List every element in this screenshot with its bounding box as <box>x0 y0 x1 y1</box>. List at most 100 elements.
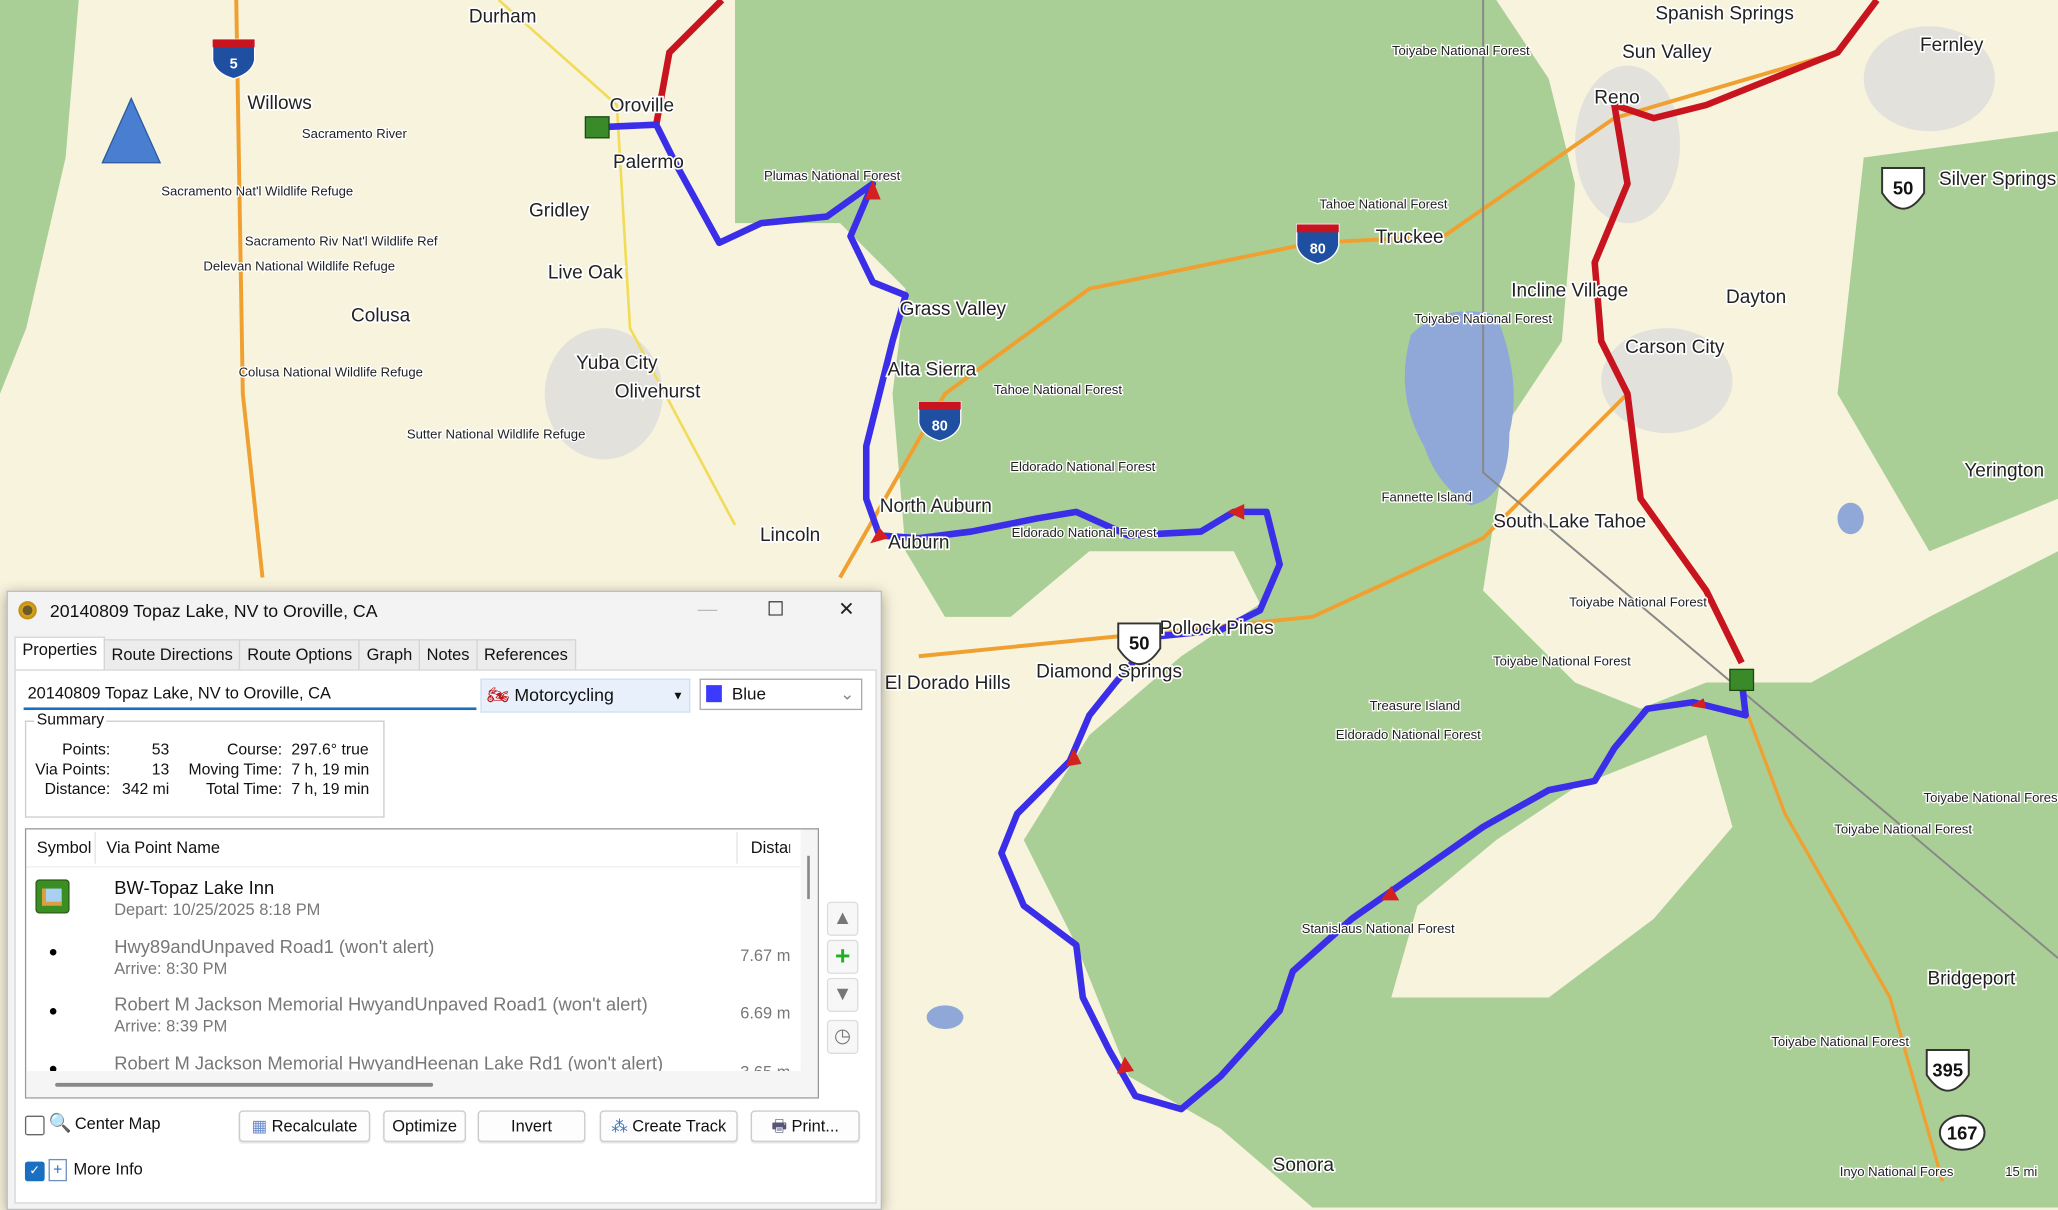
via-points-list[interactable]: Symbol Via Point Name Distar BW-Topaz La… <box>24 828 819 1099</box>
city-label: Palermo <box>613 152 684 173</box>
map-feature-label: Delevan National Wildlife Refuge <box>203 258 395 273</box>
horizontal-scrollbar[interactable] <box>26 1071 801 1098</box>
shield-number: 50 <box>1129 633 1149 654</box>
map-feature-label: Stanislaus National Forest <box>1302 921 1455 936</box>
distance-label: Distance: <box>44 779 111 798</box>
via-point-dot-icon <box>49 1008 57 1015</box>
optimize-button[interactable]: Optimize <box>383 1110 466 1142</box>
create-track-button[interactable]: ⁂ Create Track <box>599 1110 738 1142</box>
city-label: El Dorado Hills <box>885 673 1011 694</box>
total-time-label: Total Time: <box>206 779 283 798</box>
via-point-time: Depart: 10/25/2025 8:18 PM <box>114 900 321 919</box>
summary-legend: Summary <box>34 710 107 729</box>
moving-time-value: 7 h, 19 min <box>291 759 370 779</box>
dropdown-arrow-icon: ▼ <box>672 689 684 703</box>
city-label: Gridley <box>529 201 590 222</box>
tab-graph[interactable]: Graph <box>358 639 421 671</box>
points-value: 53 <box>151 740 170 759</box>
north-arrow-icon[interactable] <box>101 96 162 164</box>
via-point-distance: 7.67 m <box>740 946 791 965</box>
lakes <box>926 311 1864 1029</box>
city-label: Carson City <box>1625 337 1725 358</box>
clock-button[interactable]: ◷ <box>826 1019 859 1054</box>
move-down-button[interactable]: ▼ <box>826 977 859 1012</box>
other-route-line-north <box>653 0 725 126</box>
city-label: Sun Valley <box>1622 42 1712 63</box>
city-label: Olivehurst <box>615 382 701 403</box>
other-route-line <box>1591 0 1880 665</box>
add-via-point-button[interactable]: + <box>826 939 859 974</box>
tab-bar: Properties Route Directions Route Option… <box>14 636 576 671</box>
invert-button[interactable]: Invert <box>477 1110 586 1142</box>
end-flag-icon[interactable] <box>1729 668 1755 692</box>
chevron-down-icon: ⌄ <box>840 683 855 704</box>
total-time-value: 7 h, 19 min <box>291 779 370 798</box>
tab-properties[interactable]: Properties <box>14 636 105 671</box>
map-feature-label: Toiyabe National Forest <box>1834 821 1972 836</box>
more-info-checkbox[interactable]: ✓ <box>24 1161 45 1182</box>
more-info-label: More Info <box>73 1160 143 1179</box>
minimize-button[interactable]: — <box>697 598 718 621</box>
recalculate-button[interactable]: ▦ Recalculate <box>238 1110 371 1142</box>
map-feature-label: Inyo National Fores <box>1840 1164 1954 1179</box>
map-feature-label: Eldorado National Forest <box>1336 727 1481 742</box>
print-button[interactable]: 🖶 Print... <box>750 1110 860 1142</box>
color-swatch <box>706 685 722 703</box>
us-shield-icon: 50 <box>1117 622 1162 666</box>
color-value: Blue <box>731 683 767 704</box>
city-label: Durham <box>469 6 537 27</box>
close-button[interactable]: ✕ <box>838 598 855 621</box>
shield-number: 50 <box>1893 177 1913 198</box>
map-feature-label: Toiyabe National Forest <box>1771 1034 1909 1049</box>
tab-route-options[interactable]: Route Options <box>239 639 361 671</box>
tab-route-directions[interactable]: Route Directions <box>103 639 241 671</box>
urban-areas <box>544 26 1995 460</box>
shield-number: 80 <box>932 419 948 435</box>
calculator-icon: ▦ <box>251 1116 272 1136</box>
city-label: Sonora <box>1273 1155 1335 1176</box>
city-label: Alta Sierra <box>887 359 976 380</box>
shield-number: 5 <box>230 56 238 72</box>
city-label: North Auburn <box>880 496 992 517</box>
city-label: Incline Village <box>1511 281 1628 302</box>
course-label: Course: <box>227 740 283 759</box>
map-feature-label: Sacramento Nat'l Wildlife Refuge <box>161 184 353 199</box>
tab-notes[interactable]: Notes <box>418 639 478 671</box>
map-feature-label: Eldorado National Forest <box>1012 525 1157 540</box>
column-distance[interactable]: Distar <box>750 838 791 858</box>
column-symbol[interactable]: Symbol <box>36 838 92 858</box>
center-map-checkbox[interactable] <box>24 1115 45 1136</box>
move-up-button[interactable]: ▲ <box>826 901 859 936</box>
dialog-title: 20140809 Topaz Lake, NV to Oroville, CA <box>49 601 378 621</box>
city-label: Pollock Pines <box>1160 618 1274 639</box>
shield-number: 167 <box>1947 1122 1978 1143</box>
map-feature-label: Toiyabe National Forest <box>1392 43 1530 58</box>
route-name-input[interactable]: 20140809 Topaz Lake, NV to Oroville, CA <box>23 678 477 711</box>
column-via-point-name[interactable]: Via Point Name <box>106 838 221 858</box>
map-feature-label: Treasure Island <box>1370 698 1461 713</box>
via-points-label: Via Points: <box>35 759 111 779</box>
map-feature-label: Sacramento River <box>302 126 408 141</box>
city-label: Grass Valley <box>900 299 1007 320</box>
city-label: Auburn <box>888 533 949 554</box>
map-feature-label: Plumas National Forest <box>764 168 901 183</box>
interstate-shield-icon: 5 <box>211 38 256 80</box>
start-flag-icon[interactable] <box>584 116 610 139</box>
city-label: Willows <box>247 93 311 114</box>
us-shield-icon: 395 <box>1925 1049 1970 1092</box>
city-label: Bridgeport <box>1928 968 2016 989</box>
tab-references[interactable]: References <box>476 639 576 671</box>
activity-dropdown[interactable]: 🏍 Motorcycling ▼ <box>480 678 691 713</box>
vertical-scrollbar[interactable] <box>800 829 818 1098</box>
city-label: Lincoln <box>760 525 820 546</box>
via-point-time: Arrive: 8:39 PM <box>114 1017 228 1036</box>
maximize-button[interactable]: ☐ <box>766 598 785 621</box>
via-point-name: Robert M Jackson Memorial HwyandUnpaved … <box>114 993 648 1015</box>
center-map-label: Center Map <box>74 1114 161 1133</box>
city-label: Dayton <box>1726 287 1786 308</box>
color-dropdown[interactable]: Blue ⌄ <box>699 678 863 711</box>
map-feature-label: 15 mi <box>2005 1164 2037 1179</box>
app-icon <box>18 601 37 620</box>
distance-value: 342 mi <box>122 779 170 798</box>
map-feature-label: Sutter National Wildlife Refuge <box>407 426 586 441</box>
